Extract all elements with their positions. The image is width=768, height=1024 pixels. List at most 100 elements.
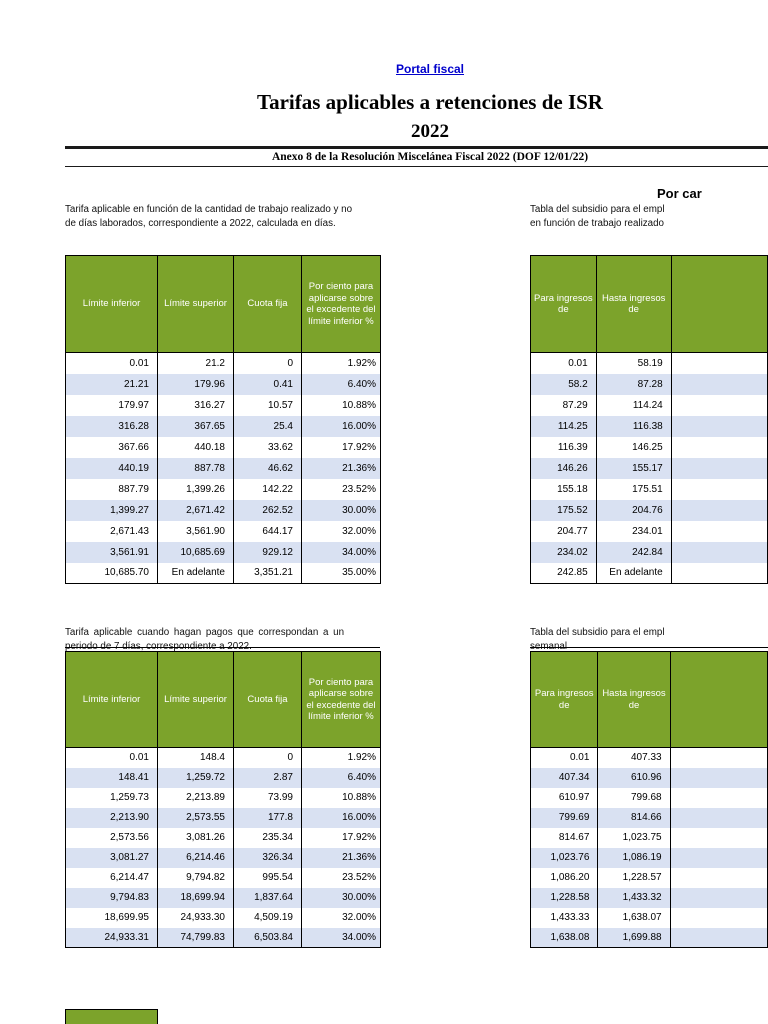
table-cell: 24,933.31 <box>65 927 158 948</box>
portal-fiscal-link[interactable]: Portal fiscal <box>395 62 465 76</box>
table-cell: 316.28 <box>65 415 158 437</box>
table-cell: 1,086.20 <box>529 867 599 888</box>
table-row: 0.01 21.2 0 1.92% <box>65 352 381 374</box>
table-cell: 116.38 <box>595 415 672 437</box>
table-row: 367.66 440.18 33.62 17.92% <box>65 436 381 458</box>
table-cell: 1,638.07 <box>597 907 671 928</box>
table-row: 2,573.56 3,081.26 235.34 17.92% <box>65 827 381 848</box>
table-cell: 234.02 <box>530 541 597 563</box>
table-cell: 6.40% <box>301 373 381 395</box>
intro-line: periodo de 7 días, correspondiente a 202… <box>65 640 395 654</box>
table-cell: 204.76 <box>595 499 672 521</box>
intro-daily-subsidy: Tabla del subsidio para el empl en funci… <box>530 203 768 231</box>
table-cell <box>670 520 768 542</box>
table-cell: 32.00% <box>301 907 381 928</box>
table-cell: 1.92% <box>301 747 381 768</box>
table-cell: 1,837.64 <box>233 887 302 908</box>
table-cell <box>669 907 768 928</box>
table-row: 3,081.27 6,214.46 326.34 21.36% <box>65 847 381 868</box>
table-cell: 2,671.43 <box>65 520 158 542</box>
table-row: 1,023.76 1,086.19 <box>529 847 768 868</box>
table-cell <box>670 394 768 416</box>
table-cell: 6,214.47 <box>65 867 158 888</box>
table-cell: 1,433.32 <box>597 887 671 908</box>
table-cell: 0.01 <box>529 747 599 768</box>
table-cell: 6,214.46 <box>157 847 234 868</box>
table-cell <box>669 747 768 768</box>
table-cell: 814.66 <box>597 807 671 828</box>
page-year: 2022 <box>411 121 449 142</box>
table-cell: 10.88% <box>301 394 381 416</box>
table-cell: 1,399.26 <box>157 478 234 500</box>
table-cell: 58.19 <box>595 352 672 374</box>
table-cell: 644.17 <box>233 520 302 542</box>
table-cell: 1,086.19 <box>597 847 671 868</box>
table-cell: 1,228.57 <box>597 867 671 888</box>
table-cell: 1,259.72 <box>157 767 234 788</box>
column-header: Hasta ingresos de <box>597 651 671 748</box>
table-cell: 10.57 <box>233 394 302 416</box>
table-cell: 9,794.83 <box>65 887 158 908</box>
table-row: 2,213.90 2,573.55 177.8 16.00% <box>65 807 381 828</box>
table-cell: 10,685.70 <box>65 562 158 584</box>
table-cell: 0.01 <box>65 747 158 768</box>
column-header: Para ingresos de <box>529 651 599 748</box>
table-row: 242.85 En adelante <box>530 562 768 584</box>
table-cell: 2,573.56 <box>65 827 158 848</box>
table-row: 610.97 799.68 <box>529 787 768 808</box>
table-cell <box>669 787 768 808</box>
table-row: 440.19 887.78 46.62 21.36% <box>65 457 381 479</box>
table-cell: 179.96 <box>157 373 234 395</box>
intro-line: Tarifa aplicable cuando hagan pagos que … <box>65 627 345 638</box>
table-row: 1,086.20 1,228.57 <box>529 867 768 888</box>
table-cell <box>670 373 768 395</box>
table-cell <box>669 767 768 788</box>
table-cell: 1,638.08 <box>529 927 599 948</box>
intro-line: semanal <box>530 640 768 654</box>
table-cell: 142.22 <box>233 478 302 500</box>
table-row: 0.01 58.19 <box>530 352 768 374</box>
table-cell: 16.00% <box>301 807 381 828</box>
table-row: 814.67 1,023.75 <box>529 827 768 848</box>
table-cell: 887.78 <box>157 457 234 479</box>
table-cell: 155.17 <box>595 457 672 479</box>
table-cell: 4,509.19 <box>233 907 302 928</box>
column-header: Hasta ingresos de <box>595 255 672 353</box>
column-header: Para ingresos de <box>530 255 597 353</box>
table-cell: 33.62 <box>233 436 302 458</box>
table-header-row: Límite inferior Límite superior Cuota fi… <box>65 255 381 353</box>
table-row: 1,638.08 1,699.88 <box>529 927 768 948</box>
table-cell: 32.00% <box>301 520 381 542</box>
intro-daily-tariff: Tarifa aplicable en función de la cantid… <box>65 203 410 231</box>
table-cell: 316.27 <box>157 394 234 416</box>
table-row: 21.21 179.96 0.41 6.40% <box>65 373 381 395</box>
table-cell: 610.97 <box>529 787 599 808</box>
column-header: Límite superior <box>157 651 234 748</box>
intro-line: de días laborados, correspondiente a 202… <box>65 218 336 229</box>
table-cell: 0 <box>233 747 302 768</box>
table-cell: 18,699.95 <box>65 907 158 928</box>
table-cell: 17.92% <box>301 827 381 848</box>
table-cell <box>669 807 768 828</box>
table-cell: 1,399.27 <box>65 499 158 521</box>
table-row: 0.01 407.33 <box>529 747 768 768</box>
table-cell: 179.97 <box>65 394 158 416</box>
table-row: 799.69 814.66 <box>529 807 768 828</box>
table-cell: 0.01 <box>530 352 597 374</box>
table-cell: 3,561.91 <box>65 541 158 563</box>
table-row: 1,433.33 1,638.07 <box>529 907 768 928</box>
table-cell: 1,259.73 <box>65 787 158 808</box>
table-cell: 74,799.83 <box>157 927 234 948</box>
table-row: 9,794.83 18,699.94 1,837.64 30.00% <box>65 887 381 908</box>
table-row: 234.02 242.84 <box>530 541 768 563</box>
table-row: 87.29 114.24 <box>530 394 768 416</box>
table-row: 155.18 175.51 <box>530 478 768 500</box>
table-cell: 10,685.69 <box>157 541 234 563</box>
table-cell: 34.00% <box>301 927 381 948</box>
table-row: 1,259.73 2,213.89 73.99 10.88% <box>65 787 381 808</box>
table-row: 204.77 234.01 <box>530 520 768 542</box>
intro-line: Tabla del subsidio para el empl <box>530 627 665 638</box>
overlap-line <box>65 647 380 648</box>
table-cell: 3,081.27 <box>65 847 158 868</box>
intro-weekly-tariff: Tarifa aplicable cuando hagan pagos que … <box>65 626 395 654</box>
